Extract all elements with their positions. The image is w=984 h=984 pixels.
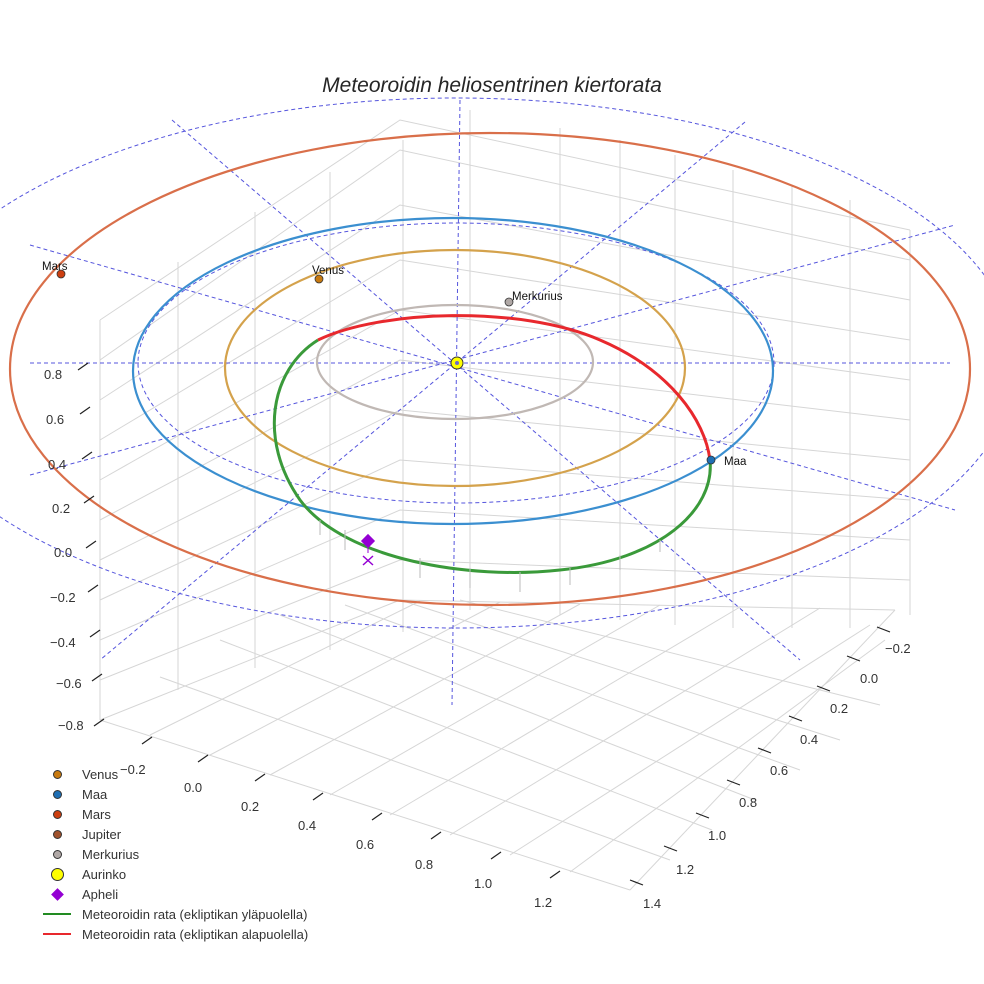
legend-item-venus: Venus — [38, 764, 308, 784]
svg-text:0.6: 0.6 — [46, 412, 64, 427]
legend-item-merkurius: Merkurius — [38, 844, 308, 864]
planet-orbits — [8, 131, 972, 607]
x-axis-labels: −0.2 0.0 0.2 0.4 0.6 0.8 1.0 1.2 — [120, 762, 552, 910]
projection-lines — [319, 520, 661, 592]
svg-text:1.0: 1.0 — [474, 876, 492, 891]
legend-item-orbit-above: Meteoroidin rata (ekliptikan yläpuolella… — [38, 904, 308, 924]
svg-text:1.0: 1.0 — [708, 828, 726, 843]
legend-item-aurinko: Aurinko — [38, 864, 308, 884]
svg-text:−0.2: −0.2 — [120, 762, 146, 777]
y-axis-labels: −0.2 0.0 0.2 0.4 0.6 0.8 1.0 1.2 1.4 — [643, 641, 911, 911]
svg-text:1.2: 1.2 — [534, 895, 552, 910]
svg-text:−0.8: −0.8 — [58, 718, 84, 733]
svg-text:Mars: Mars — [42, 261, 68, 273]
sun-marker[interactable] — [450, 356, 464, 370]
x-axis — [141, 736, 561, 879]
meteoroid-orbit-above — [272, 338, 712, 574]
svg-text:Merkurius: Merkurius — [512, 291, 563, 303]
svg-text:0.4: 0.4 — [48, 457, 66, 472]
venus-dot-icon — [52, 769, 62, 779]
svg-text:0.8: 0.8 — [415, 857, 433, 872]
svg-text:Maa: Maa — [724, 456, 747, 468]
svg-text:0.8: 0.8 — [44, 367, 62, 382]
legend-item-maa: Maa — [38, 784, 308, 804]
svg-text:−0.2: −0.2 — [50, 590, 76, 605]
svg-text:−0.2: −0.2 — [885, 641, 911, 656]
aurinko-dot-icon — [50, 867, 64, 881]
venus-orbit — [223, 248, 687, 488]
green-line-icon — [43, 913, 71, 915]
legend-item-jupiter: Jupiter — [38, 824, 308, 844]
svg-text:0.2: 0.2 — [241, 799, 259, 814]
svg-text:0.6: 0.6 — [356, 837, 374, 852]
ecliptic-reference-lines — [0, 97, 984, 706]
svg-text:0.2: 0.2 — [830, 701, 848, 716]
meteoroid-orbit-below — [317, 314, 712, 461]
svg-text:−0.4: −0.4 — [50, 635, 76, 650]
chart-title: Meteoroidin heliosentrinen kiertorata — [322, 74, 662, 97]
red-line-icon — [43, 933, 71, 935]
jupiter-dot-icon — [52, 829, 62, 839]
svg-text:0.8: 0.8 — [739, 795, 757, 810]
mars-orbit — [8, 131, 972, 607]
apheli-diamond-icon — [50, 887, 64, 901]
svg-text:0.2: 0.2 — [52, 501, 70, 516]
y-axis — [629, 626, 891, 886]
legend-item-orbit-below: Meteoroidin rata (ekliptikan alapuolella… — [38, 924, 308, 944]
grid-lines — [99, 110, 911, 891]
svg-text:Venus: Venus — [312, 265, 344, 277]
mercury-orbit — [315, 303, 595, 421]
svg-text:0.0: 0.0 — [54, 545, 72, 560]
mars-marker[interactable]: Mars — [42, 261, 68, 279]
svg-text:0.4: 0.4 — [800, 732, 818, 747]
earth-marker[interactable]: Maa — [706, 455, 747, 468]
z-axis — [77, 362, 105, 727]
mercury-marker[interactable]: Merkurius — [504, 291, 563, 307]
meteoroid-orbit — [272, 314, 712, 574]
svg-text:0.6: 0.6 — [770, 763, 788, 778]
legend: Venus Maa Mars Jupiter Merkurius Aurinko… — [38, 764, 308, 944]
maa-dot-icon — [52, 789, 62, 799]
earth-orbit — [131, 216, 775, 526]
mars-dot-icon — [52, 809, 62, 819]
legend-item-mars: Mars — [38, 804, 308, 824]
aphelion-marker[interactable] — [360, 533, 376, 566]
venus-marker[interactable]: Venus — [312, 265, 344, 284]
svg-text:1.2: 1.2 — [676, 862, 694, 877]
svg-text:0.0: 0.0 — [184, 780, 202, 795]
legend-item-apheli: Apheli — [38, 884, 308, 904]
merkurius-dot-icon — [52, 849, 62, 859]
svg-text:0.4: 0.4 — [298, 818, 316, 833]
svg-text:0.0: 0.0 — [860, 671, 878, 686]
z-axis-labels: 0.8 0.6 0.4 0.2 0.0 −0.2 −0.4 −0.6 −0.8 — [44, 367, 84, 733]
svg-text:−0.6: −0.6 — [56, 676, 82, 691]
svg-text:1.4: 1.4 — [643, 896, 661, 911]
